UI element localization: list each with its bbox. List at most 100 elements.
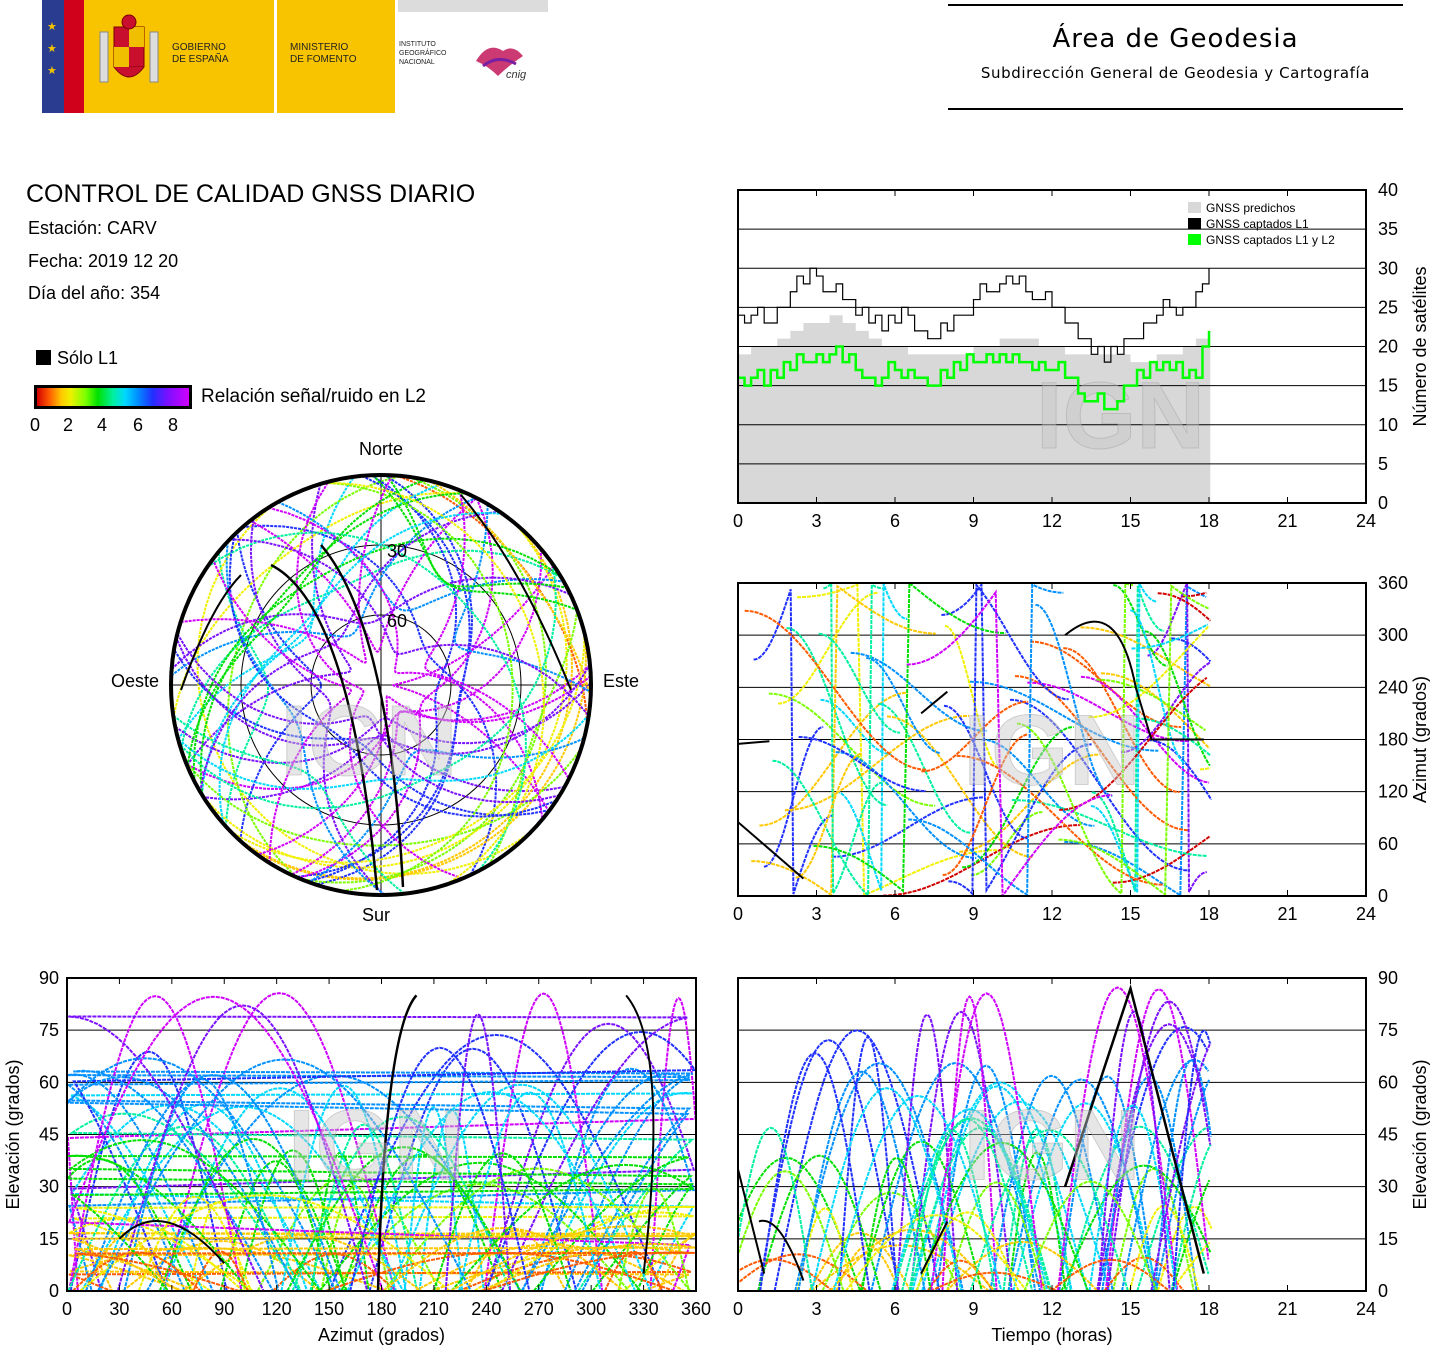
y-tick-label: 35	[1378, 219, 1398, 239]
y-tick-label: 240	[1378, 677, 1408, 697]
azimuth-track	[1200, 766, 1211, 771]
elevation-track	[1172, 1029, 1211, 1291]
azimuth-track	[850, 651, 987, 732]
elevation-track	[908, 1129, 996, 1291]
y-tick-label: 120	[1378, 782, 1408, 802]
x-tick-label: 24	[1356, 511, 1376, 531]
satellite-track	[322, 482, 545, 886]
elevation-track	[1056, 986, 1179, 1291]
elevation-track	[891, 1108, 1049, 1291]
elevation-track	[797, 1070, 926, 1291]
x-tick-label: 360	[681, 1299, 711, 1319]
horizon-circle	[169, 473, 593, 897]
x-tick-label: 330	[629, 1299, 659, 1319]
elevation-track	[79, 1194, 451, 1291]
azimuth-track	[1080, 675, 1210, 784]
gobierno-text: GOBIERNO DE ESPAÑA	[172, 42, 229, 65]
x-tick-label: 12	[1042, 1299, 1062, 1319]
elevation-track	[1096, 1023, 1209, 1291]
x-tick-label: 60	[162, 1299, 182, 1319]
satellite-track	[178, 564, 557, 810]
l1-track	[738, 740, 770, 745]
x-tick-label: 6	[890, 904, 900, 924]
x-tick-label: 0	[733, 904, 743, 924]
satellite-track	[196, 504, 532, 875]
x-tick-label: 15	[1120, 1299, 1140, 1319]
l1-track	[920, 1220, 949, 1275]
x-tick-label: 300	[576, 1299, 606, 1319]
elevation-track	[97, 1058, 472, 1291]
satellite-track	[229, 632, 586, 864]
elevation-track	[810, 1087, 963, 1291]
elevation-track	[845, 1214, 1028, 1291]
elevation-track	[75, 1251, 695, 1291]
satellite-track	[177, 714, 590, 790]
y-tick-label: 300	[1378, 625, 1408, 645]
sky-plot: IGN Norte Sur Este Oeste 30 60	[111, 439, 639, 925]
x-tick-label: 18	[1199, 904, 1219, 924]
azimuth-track	[877, 702, 971, 834]
ign-watermark: IGN	[963, 695, 1141, 807]
l1-track	[270, 563, 379, 891]
ign-watermark: IGN	[963, 1090, 1141, 1202]
elevation-track	[759, 1052, 871, 1291]
satellite-track	[298, 497, 494, 880]
azimuth-track	[1181, 591, 1207, 598]
station-label: Estación: CARV	[28, 218, 157, 238]
azimuth-track	[759, 691, 909, 827]
satellite-track	[424, 490, 570, 780]
satellite-track	[226, 475, 402, 879]
label-north: Norte	[359, 439, 403, 459]
l1-swatch-icon	[36, 350, 51, 365]
elevation-track	[328, 1033, 663, 1291]
elevation-track	[1154, 1059, 1212, 1291]
x-tick-label: 30	[109, 1299, 129, 1319]
elevation-track	[70, 1163, 696, 1291]
x-tick-label: 6	[890, 511, 900, 531]
azimuth-track	[956, 754, 1164, 886]
elevation-track	[325, 1251, 676, 1291]
elevation-track	[67, 997, 696, 1291]
x-tick-label: 150	[314, 1299, 344, 1319]
elevation-track	[909, 1126, 1053, 1291]
y-tick-label: 10	[1378, 415, 1398, 435]
instituto-text: INSTITUTO GEOGRÁFICO NACIONAL	[399, 41, 447, 66]
satellite-track	[172, 714, 406, 895]
elevation-track	[349, 1046, 531, 1291]
x-tick-label: 18	[1199, 511, 1219, 531]
y-tick-label: 75	[39, 1020, 59, 1040]
legend-swatch	[1188, 202, 1201, 213]
x-tick-label: 120	[262, 1299, 292, 1319]
elevation-azimuth-chart: IGN 0 30 60 90 120 150 180 210 240 270 300 330 360 0 15…	[3, 968, 711, 1345]
l1-track	[1064, 620, 1204, 741]
x-tick-label: 180	[366, 1299, 396, 1319]
report-title: CONTROL DE CALIDAD GNSS DIARIO	[26, 180, 476, 208]
azimuth-track	[948, 583, 1069, 896]
satellite-track	[249, 497, 478, 653]
satellite-track	[295, 475, 471, 878]
elevation-track	[1058, 1075, 1156, 1291]
x-tick-label: 15	[1120, 511, 1140, 531]
area-subtitle: Subdirección General de Geodesia y Carto…	[980, 64, 1371, 82]
l1-track	[920, 690, 948, 715]
label-west: Oeste	[111, 671, 159, 691]
y-tick-label: 15	[1378, 1229, 1398, 1249]
x-tick-label: 24	[1356, 904, 1376, 924]
elevation-track	[67, 1139, 694, 1291]
y-tick-label: 45	[39, 1125, 59, 1145]
x-tick-label: 24	[1356, 1299, 1376, 1319]
azimuth-track	[798, 736, 927, 792]
x-tick-label: 3	[811, 904, 821, 924]
y-axis-label: Número de satélites	[1410, 266, 1430, 426]
y-tick-label: 60	[39, 1072, 59, 1092]
y-axis-label: Azimut (grados)	[1410, 676, 1430, 803]
azimuth-track	[818, 632, 901, 734]
label-east: Este	[603, 671, 639, 691]
x-tick-label: 3	[811, 1299, 821, 1319]
azimuth-track	[959, 753, 1100, 853]
legend-swatch	[1188, 234, 1201, 245]
snr-tick: 4	[97, 415, 108, 435]
elevation-track	[414, 1243, 685, 1291]
